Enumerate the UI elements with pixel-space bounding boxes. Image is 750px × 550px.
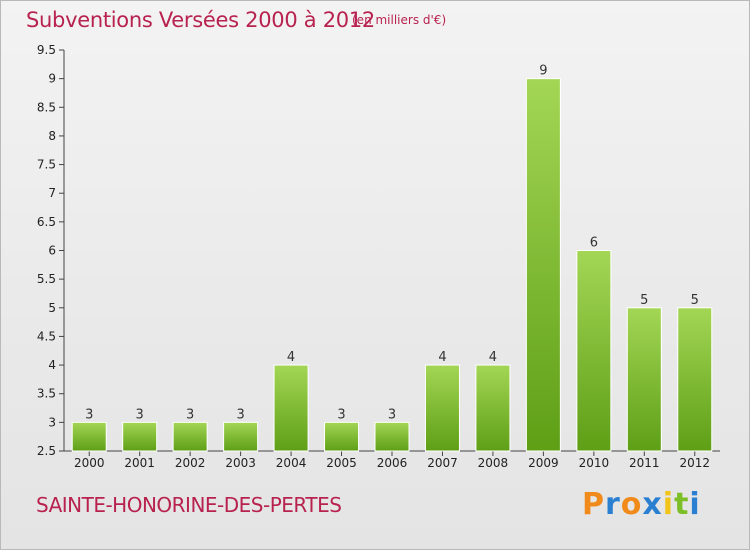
- x-tick-label: 2002: [175, 456, 206, 470]
- data-label-2004: 4: [287, 350, 295, 365]
- bar-2007: [424, 364, 460, 452]
- x-tick-label: 2001: [124, 456, 155, 470]
- place-name: SAINTE-HONORINE-DES-PERTES: [36, 493, 342, 517]
- labels-layer: 2000 3 2001 3 2002 3 2003 3 2004 4 2005 3 2006 3 2007 4…: [74, 64, 710, 470]
- y-tick-label: 5.5: [37, 272, 56, 286]
- bar-2012: [677, 307, 713, 452]
- y-tick-label: 3: [48, 415, 56, 429]
- y-tick-label: 6.5: [37, 215, 56, 229]
- data-label-2011: 5: [640, 293, 648, 308]
- bar-2004: [273, 364, 309, 452]
- data-label-2003: 3: [236, 407, 244, 422]
- y-tick-label: 2.5: [37, 444, 56, 458]
- axis-layer: 2.5 3 3.5 4 4.5 5 5.5 6 6.5 7 7.5 8 8.5 9 9.5: [37, 43, 720, 458]
- bar-2001: [122, 421, 158, 452]
- bar-2005: [324, 421, 360, 452]
- y-tick-label: 7.5: [37, 158, 56, 172]
- x-tick-label: 2012: [679, 456, 710, 470]
- data-label-2010: 6: [590, 236, 598, 251]
- data-label-2001: 3: [136, 407, 144, 422]
- data-label-2005: 3: [337, 407, 345, 422]
- unit-label: (en milliers d'€): [352, 13, 447, 27]
- y-tick-label: 4: [48, 358, 56, 372]
- data-label-2012: 5: [691, 293, 699, 308]
- bar-2011: [626, 307, 662, 452]
- proxiti-logo: Proxiti: [582, 487, 701, 522]
- logo-letter: x: [642, 487, 663, 522]
- y-tick-label: 6: [48, 244, 56, 258]
- y-tick-label: 5: [48, 301, 56, 315]
- data-label-2006: 3: [388, 407, 396, 422]
- logo-letter: o: [620, 487, 643, 522]
- x-tick-label: 2006: [377, 456, 408, 470]
- x-tick-label: 2000: [74, 456, 105, 470]
- logo-letter: t: [674, 487, 690, 522]
- x-tick-label: 2009: [528, 456, 559, 470]
- y-tick-label: 9: [48, 72, 56, 86]
- y-tick-label: 3.5: [37, 387, 56, 401]
- y-tick-label: 9.5: [37, 43, 56, 57]
- y-tick-label: 8: [48, 129, 56, 143]
- data-label-2002: 3: [186, 407, 194, 422]
- x-tick-label: 2010: [579, 456, 610, 470]
- x-tick-label: 2007: [427, 456, 458, 470]
- y-tick-label: 7: [48, 186, 56, 200]
- x-tick-label: 2011: [629, 456, 660, 470]
- logo-letter: P: [582, 487, 605, 522]
- logo-letter: i: [662, 487, 675, 522]
- bar-2010: [576, 250, 612, 452]
- bar-2000: [71, 421, 107, 452]
- x-tick-label: 2008: [478, 456, 509, 470]
- x-tick-label: 2003: [225, 456, 256, 470]
- bar-2003: [223, 421, 259, 452]
- data-label-2008: 4: [489, 350, 497, 365]
- x-tick-label: 2005: [326, 456, 357, 470]
- bars-layer: [71, 78, 713, 452]
- bar-2002: [172, 421, 208, 452]
- data-label-2000: 3: [85, 407, 93, 422]
- bar-2006: [374, 421, 410, 452]
- data-label-2009: 9: [539, 64, 547, 79]
- bar-2009: [525, 78, 561, 452]
- chart-title: Subventions Versées 2000 à 2012: [26, 8, 375, 32]
- x-tick-label: 2004: [276, 456, 307, 470]
- y-tick-label: 4.5: [37, 329, 56, 343]
- bar-2008: [475, 364, 511, 452]
- logo-letter: r: [605, 487, 621, 522]
- data-label-2007: 4: [438, 350, 446, 365]
- logo-letter: i: [689, 487, 701, 522]
- y-tick-label: 8.5: [37, 100, 56, 114]
